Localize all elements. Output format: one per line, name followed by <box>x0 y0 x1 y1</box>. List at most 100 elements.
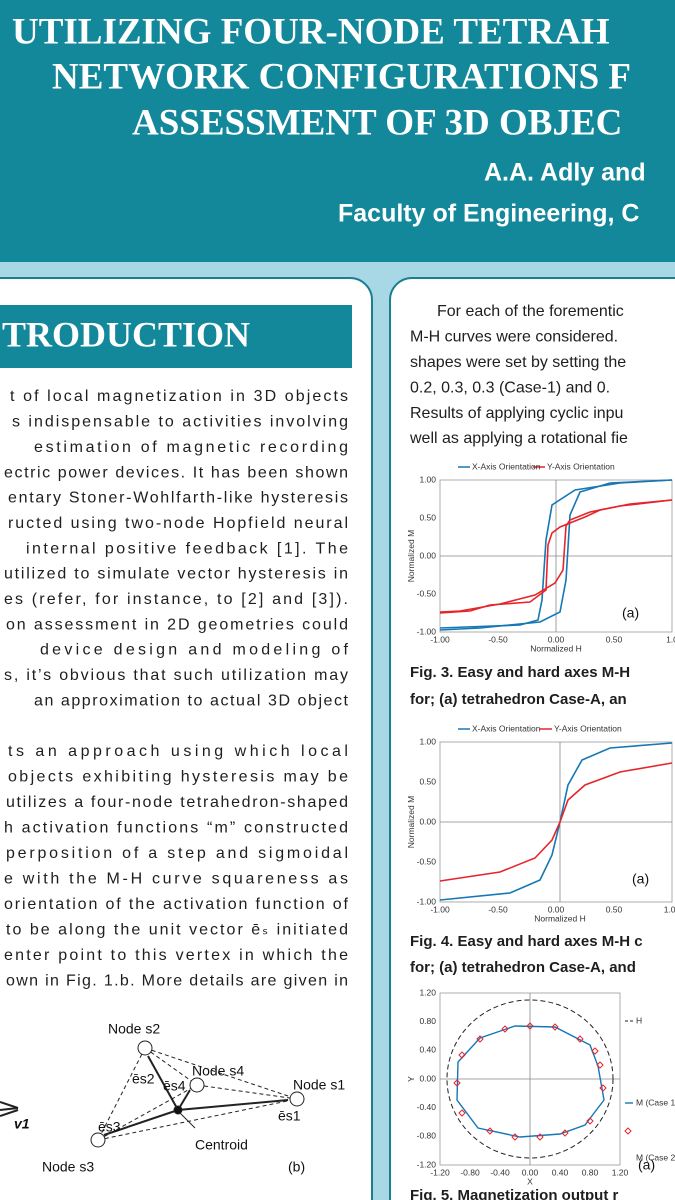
body-line: objects exhibiting hysteresis may be <box>8 769 348 786</box>
legend-entry: Y-Axis Orientation <box>554 723 622 733</box>
x-tick-label: 1.00 <box>664 904 675 914</box>
y-tick-label: 0.50 <box>419 512 436 522</box>
body-line: internal positive feedback [1]. The <box>26 540 348 557</box>
legend-entry: Y-Axis Orientation <box>547 461 615 471</box>
body-line: utilizes a four-node tetrahedron-shaped <box>6 794 348 811</box>
y-axis-label: Normalized M <box>406 530 416 582</box>
y-tick-label: 0.00 <box>419 550 436 560</box>
x-tick-label: 0.00 <box>548 904 565 914</box>
x-tick-label: -0.40 <box>490 1167 510 1177</box>
y-axis-label: Y <box>406 1076 416 1082</box>
body-line: estimation of magnetic recording <box>34 439 348 456</box>
x-tick-label: -1.00 <box>430 634 450 644</box>
body-line: to be along the unit vector ēₛ initiated <box>6 922 348 939</box>
y-tick-label: -1.00 <box>417 626 437 636</box>
centroid-label: Centroid <box>195 1137 248 1153</box>
y-tick-label: -0.40 <box>417 1102 437 1112</box>
body-line: For each of the forementic <box>437 303 624 320</box>
body-line: ectric power devices. It has been shown <box>4 464 348 481</box>
body-line: h activation functions “m” constructed <box>4 820 348 837</box>
x-tick-label: 0.50 <box>606 904 623 914</box>
x-tick-label: -1.00 <box>430 904 450 914</box>
x-tick-label: 1.20 <box>612 1167 629 1177</box>
vector-v-label: v1 <box>14 1116 30 1132</box>
x-tick-label: -0.50 <box>488 904 508 914</box>
x-tick-label: -0.80 <box>460 1167 480 1177</box>
legend-entry: M (Case 1 <box>636 1097 675 1107</box>
caption-line: for; (a) tetrahedron Case-A, and <box>410 959 636 976</box>
y-tick-label: 1.20 <box>419 987 436 997</box>
y-tick-label: 0.00 <box>419 1073 436 1083</box>
title-line: UTILIZING FOUR-NODE TETRAH <box>12 11 610 52</box>
caption-line: Fig. 5. Magnetization output r <box>410 1187 618 1200</box>
body-line: 0.2, 0.3, 0.3 (Case-1) and 0. <box>410 379 610 396</box>
body-line: t of local magnetization in 3D objects <box>10 388 348 405</box>
x-tick-label: -1.20 <box>430 1167 450 1177</box>
y-tick-label: 0.80 <box>419 1016 436 1026</box>
body-line: perposition of a step and sigmoidal <box>6 845 348 862</box>
y-tick-label: -0.50 <box>417 588 437 598</box>
x-tick-label: 0.50 <box>606 634 623 644</box>
vector-label: ēs4 <box>163 1078 186 1094</box>
body-line: own in Fig. 1.b. More details are given … <box>6 973 348 990</box>
node-label: Node s1 <box>293 1077 345 1093</box>
body-line: ts an approach using which local <box>8 743 348 760</box>
header-band <box>0 0 675 262</box>
node-label: Node s2 <box>108 1021 160 1037</box>
body-line: ructed using two-node Hopfield neural <box>8 515 348 532</box>
legend-entry: H <box>636 1015 642 1025</box>
y-tick-label: 0.40 <box>419 1045 436 1055</box>
figure-4-plot <box>439 728 673 903</box>
x-axis-label: Normalized H <box>530 643 582 653</box>
body-line: shapes were set by setting the <box>410 354 626 371</box>
x-tick-label: 0.80 <box>582 1167 599 1177</box>
y-tick-label: -0.50 <box>417 856 437 866</box>
affiliation: Faculty of Engineering, C <box>338 200 639 228</box>
legend-entry: X-Axis Orientation <box>472 461 541 471</box>
caption-line: Fig. 3. Easy and hard axes M-H <box>410 664 630 681</box>
title-line: ASSESSMENT OF 3D OBJEC <box>132 102 622 143</box>
x-tick-label: 0.40 <box>552 1167 569 1177</box>
y-tick-label: 0.00 <box>419 816 436 826</box>
body-line: orientation of the activation function o… <box>4 896 349 913</box>
y-tick-label: -1.00 <box>417 896 437 906</box>
section-heading: TRODUCTION <box>2 314 250 354</box>
x-tick-label: 1.0 <box>666 634 675 644</box>
section-heading-bar <box>0 305 352 368</box>
body-line: s indispensable to activities involving <box>12 414 348 431</box>
x-axis-label: Normalized H <box>534 913 586 923</box>
body-line: es (refer, for instance, to [2] and [3])… <box>4 591 348 608</box>
y-tick-label: -1.20 <box>417 1159 437 1169</box>
caption-line: Fig. 4. Easy and hard axes M-H c <box>410 933 643 950</box>
body-line: an approximation to actual 3D object <box>34 692 349 709</box>
figure-5-plot <box>439 992 633 1166</box>
y-axis-label: Normalized M <box>406 796 416 848</box>
body-line: e with the M-H curve squareness as <box>4 871 348 888</box>
x-tick-label: 0.00 <box>522 1167 539 1177</box>
x-axis-label: X <box>527 1176 533 1186</box>
vector-label: ēs1 <box>278 1108 301 1124</box>
panel-label: (a) <box>638 1157 655 1173</box>
panel-label: (a) <box>632 871 649 887</box>
authors: A.A. Adly and <box>484 159 646 187</box>
vector-label: ēs3 <box>98 1119 121 1135</box>
y-tick-label: 1.00 <box>419 474 436 484</box>
y-tick-label: 1.00 <box>419 736 436 746</box>
legend-entry: M (Case 2 <box>636 1152 675 1162</box>
node-label: Node s3 <box>42 1159 94 1175</box>
body-line: s, it’s obvious that such utilization ma… <box>4 667 348 684</box>
title-line: NETWORK CONFIGURATIONS F <box>52 56 631 97</box>
caption-line: for; (a) tetrahedron Case-A, an <box>410 691 627 708</box>
legend-entry: X-Axis Orientation <box>472 723 541 733</box>
body-line: M-H curves were considered. <box>410 329 618 346</box>
vector-label: ēs2 <box>132 1071 155 1087</box>
x-tick-label: -0.50 <box>488 634 508 644</box>
x-tick-label: 0.00 <box>548 634 565 644</box>
body-line: Results of applying cyclic inpu <box>410 405 623 422</box>
y-tick-label: 0.50 <box>419 776 436 786</box>
panel-label: (b) <box>288 1159 305 1175</box>
body-line: enter point to this vertex in which the <box>4 947 348 964</box>
y-tick-label: -0.80 <box>417 1131 437 1141</box>
body-line: device design and modeling of <box>40 642 349 659</box>
